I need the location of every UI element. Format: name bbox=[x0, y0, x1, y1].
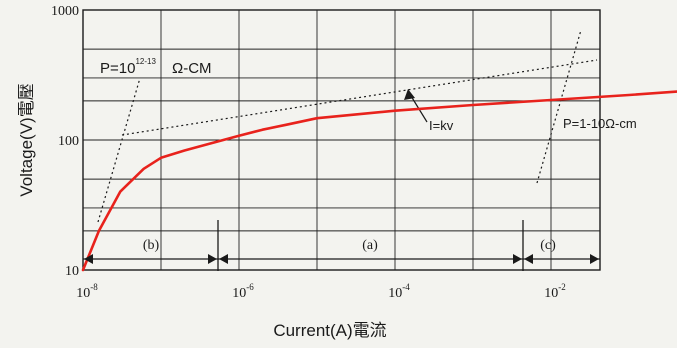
reference-line-ikv bbox=[121, 59, 598, 136]
y-tick-label: 10 bbox=[65, 264, 79, 279]
x-tick-base: 10 bbox=[76, 286, 90, 301]
x-tick-label: 10-2 bbox=[544, 282, 566, 301]
region-arrow-b-left bbox=[84, 254, 93, 264]
region-arrow-b-right bbox=[208, 254, 217, 264]
annotation-p-low: P=1-10Ω-cm bbox=[563, 116, 637, 131]
annotation-ikv: I=kv bbox=[429, 118, 454, 133]
reference-line-p-high bbox=[97, 77, 141, 223]
x-tick-base: 10 bbox=[388, 286, 402, 301]
region-arrow-a-right bbox=[513, 254, 522, 264]
x-tick-exponent: -2 bbox=[558, 282, 566, 292]
x-axis-label: Current(A)電流 bbox=[273, 321, 386, 340]
series-line-0 bbox=[81, 90, 677, 272]
ikv-arrowhead bbox=[404, 89, 415, 100]
x-tick-exponent: -4 bbox=[402, 282, 410, 292]
x-tick-base: 10 bbox=[544, 286, 558, 301]
y-tick-label: 1000 bbox=[51, 4, 79, 19]
y-axis-label: Voltage(V)電壓 bbox=[17, 83, 36, 196]
region-arrow-a-left bbox=[219, 254, 228, 264]
x-tick-label: 10-4 bbox=[388, 282, 410, 301]
region-label-c: (c) bbox=[540, 238, 556, 253]
x-tick-label: 10-6 bbox=[232, 282, 254, 301]
region-arrow-c-right bbox=[590, 254, 599, 264]
y-tick-label: 100 bbox=[58, 134, 79, 149]
grid-lines bbox=[82, 9, 601, 271]
x-tick-label: 10-8 bbox=[76, 282, 98, 301]
region-markers: (b) (a) (c) bbox=[83, 220, 600, 271]
series-layer bbox=[81, 90, 677, 272]
reference-line-p-low bbox=[536, 29, 582, 184]
region-label-b: (b) bbox=[143, 238, 160, 253]
region-label-a: (a) bbox=[362, 238, 378, 253]
annotation-p-high-text: P=10 bbox=[100, 60, 135, 77]
annotation-p-high: P=1012-13 bbox=[100, 57, 156, 77]
reference-lines bbox=[97, 29, 598, 223]
region-arrow-c-left bbox=[524, 254, 533, 264]
x-tick-base: 10 bbox=[232, 286, 246, 301]
annotation-p-high-unit: Ω-CM bbox=[172, 60, 212, 77]
x-tick-exponent: -8 bbox=[90, 282, 98, 292]
annotation-p-high-sup: 12-13 bbox=[135, 57, 156, 66]
x-tick-exponent: -6 bbox=[246, 282, 254, 292]
